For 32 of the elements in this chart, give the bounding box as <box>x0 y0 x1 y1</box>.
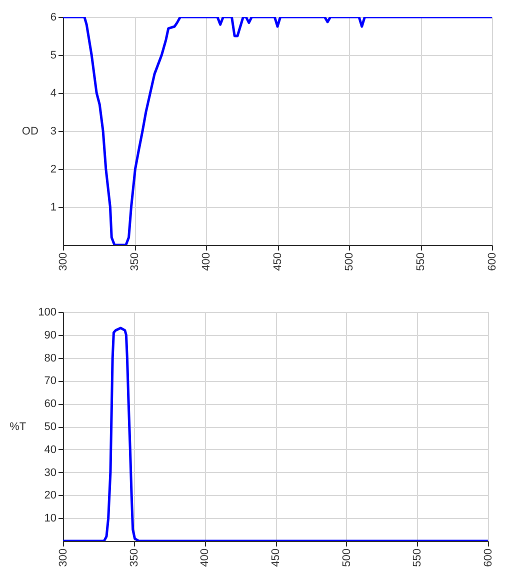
y-axis-title: OD <box>22 126 38 138</box>
y-tick-label: 5 <box>50 50 56 62</box>
x-tick-label: 450 <box>270 548 282 567</box>
x-tick-label: 350 <box>128 548 140 567</box>
y-tick-label: 40 <box>44 444 56 456</box>
x-tick-label: 550 <box>412 548 424 567</box>
x-tick-label: 600 <box>486 252 498 271</box>
x-tick-label: 500 <box>344 252 356 271</box>
y-tick-label: 20 <box>44 490 56 502</box>
x-tick-label: 400 <box>200 252 212 271</box>
y-tick-label: 60 <box>44 398 56 410</box>
y-tick-label: 3 <box>50 126 56 138</box>
y-tick-label: 50 <box>44 421 56 433</box>
x-tick-label: 400 <box>199 548 212 567</box>
y-tick-label: 70 <box>44 375 56 388</box>
x-tick-label: 550 <box>415 252 427 271</box>
y-tick-label: 1 <box>50 202 56 214</box>
x-tick-label: 500 <box>340 548 353 567</box>
x-tick-label: 300 <box>58 252 70 271</box>
x-tick-label: 600 <box>482 548 494 567</box>
y-tick-label: 80 <box>44 352 56 364</box>
x-tick-label: 450 <box>272 252 284 271</box>
y-tick-label: 100 <box>38 306 56 318</box>
y-tick-label: 6 <box>50 12 56 24</box>
y-tick-label: 4 <box>50 88 56 100</box>
x-tick-label: 350 <box>129 252 141 271</box>
y-tick-label: 10 <box>44 512 56 525</box>
y-tick-label: 2 <box>50 164 56 176</box>
x-tick-label: 300 <box>58 548 70 567</box>
y-axis-title: %T <box>10 421 26 433</box>
y-tick-label: 30 <box>44 466 56 479</box>
y-tick-label: 90 <box>44 329 56 342</box>
